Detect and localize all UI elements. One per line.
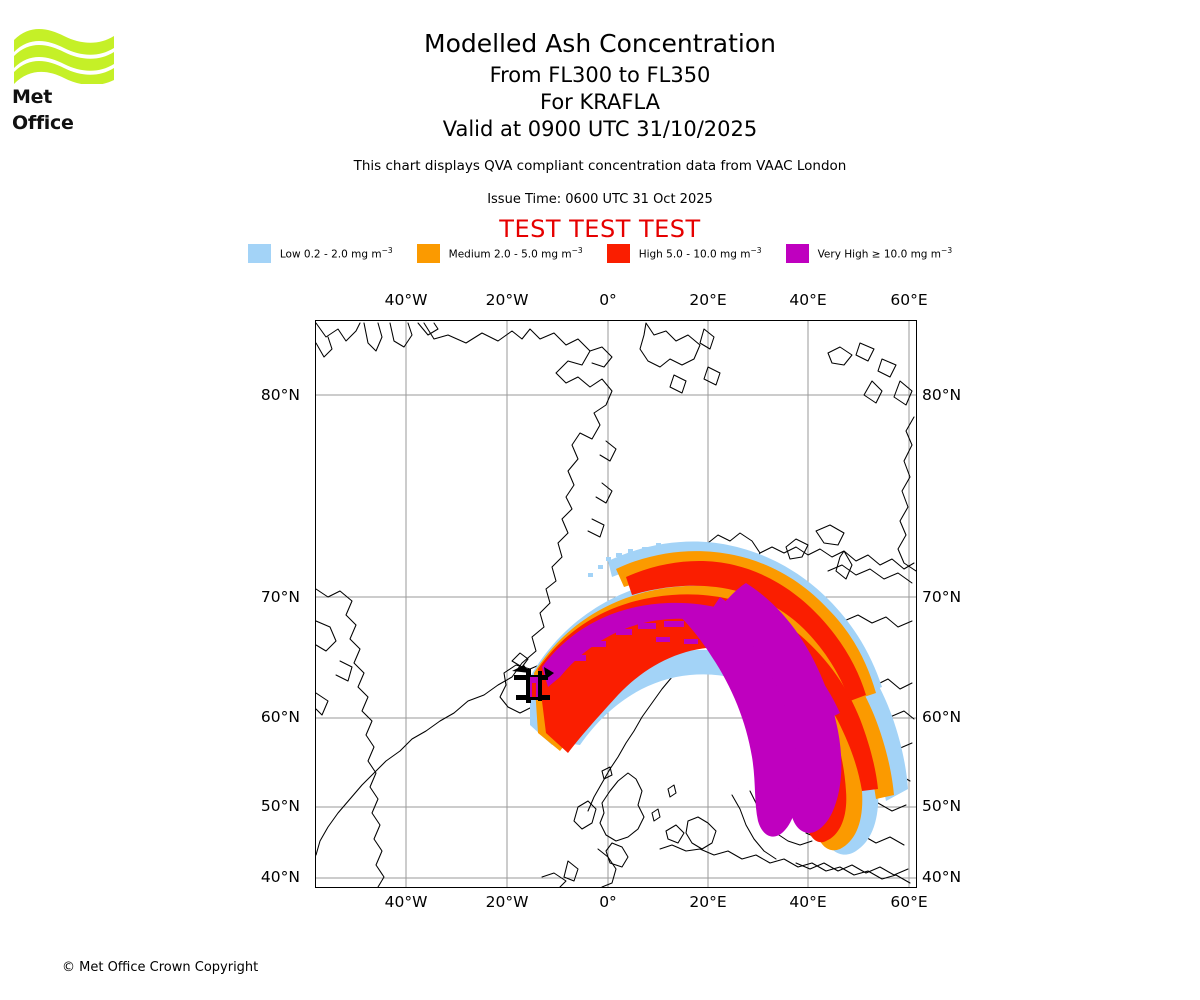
issue-time: Issue Time: 0600 UTC 31 Oct 2025 <box>487 192 713 207</box>
lon-tick-bottom-40w: 40°W <box>384 893 428 911</box>
lat-tick-right-80n: 80°N <box>922 386 962 404</box>
lon-tick-top-40e: 40°E <box>789 291 827 309</box>
lat-tick-left-70n: 70°N <box>260 588 300 606</box>
legend-item-high: High 5.0 - 10.0 mg m−3 <box>606 243 762 263</box>
legend-item-low: Low 0.2 - 2.0 mg m−3 <box>247 243 393 263</box>
map-canvas <box>316 321 916 887</box>
concentration-legend: Low 0.2 - 2.0 mg m−3 Medium 2.0 - 5.0 mg… <box>0 242 1200 264</box>
lon-tick-top-60e: 60°E <box>890 291 928 309</box>
legend-swatch-high <box>606 243 630 263</box>
test-banner: TEST TEST TEST <box>499 215 701 243</box>
lat-tick-right-70n: 70°N <box>922 588 962 606</box>
lon-tick-top-20w: 20°W <box>485 291 529 309</box>
legend-label-very-high: Very High ≥ 10.0 mg m−3 <box>817 245 953 261</box>
lon-tick-bottom-0: 0° <box>599 893 617 911</box>
legend-item-very-high: Very High ≥ 10.0 mg m−3 <box>785 243 953 263</box>
ash-concentration-map[interactable] <box>315 320 917 888</box>
legend-label-high: High 5.0 - 10.0 mg m−3 <box>638 245 762 261</box>
lon-tick-bottom-20w: 20°W <box>485 893 529 911</box>
ash-plume-layers <box>512 541 908 855</box>
logo-wordmark: Met Office <box>12 86 74 134</box>
lat-tick-right-60n: 60°N <box>922 708 962 726</box>
lon-tick-top-0: 0° <box>599 291 617 309</box>
valid-time-line: Valid at 0900 UTC 31/10/2025 <box>442 117 758 141</box>
lat-tick-left-50n: 50°N <box>260 797 300 815</box>
legend-label-low: Low 0.2 - 2.0 mg m−3 <box>279 245 393 261</box>
source-marker-krafla <box>512 665 554 703</box>
legend-item-medium: Medium 2.0 - 5.0 mg m−3 <box>416 243 583 263</box>
lon-tick-top-40w: 40°W <box>384 291 428 309</box>
legend-label-medium: Medium 2.0 - 5.0 mg m−3 <box>448 245 583 261</box>
lon-tick-bottom-40e: 40°E <box>789 893 827 911</box>
lat-tick-left-80n: 80°N <box>260 386 300 404</box>
flight-level-line: From FL300 to FL350 <box>489 63 711 87</box>
legend-swatch-medium <box>416 243 440 263</box>
lat-tick-left-40n: 40°N <box>260 868 300 886</box>
chart-subtitle: This chart displays QVA compliant concen… <box>353 158 847 174</box>
lon-tick-top-20e: 20°E <box>689 291 727 309</box>
met-office-logo: Met Office <box>12 26 116 134</box>
lon-tick-bottom-60e: 60°E <box>890 893 928 911</box>
copyright-notice: © Met Office Crown Copyright <box>62 960 259 975</box>
legend-swatch-low <box>247 243 271 263</box>
lat-tick-left-60n: 60°N <box>260 708 300 726</box>
lat-tick-right-40n: 40°N <box>922 868 962 886</box>
ash-layer-very-high <box>542 583 842 837</box>
page-title: Modelled Ash Concentration <box>424 29 776 58</box>
map-frame <box>315 320 917 888</box>
legend-swatch-very-high <box>785 243 809 263</box>
logo-waves-icon <box>14 29 114 84</box>
lat-tick-right-50n: 50°N <box>922 797 962 815</box>
lon-tick-bottom-20e: 20°E <box>689 893 727 911</box>
volcano-line: For KRAFLA <box>540 90 660 114</box>
